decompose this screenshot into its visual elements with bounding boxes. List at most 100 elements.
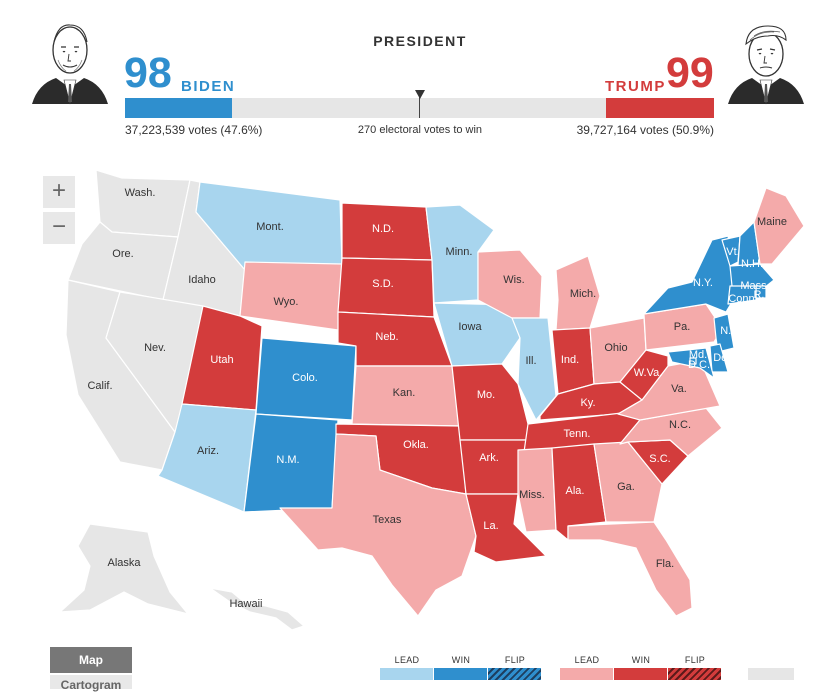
state-label: Ky. (580, 397, 595, 409)
trump-electoral-votes: 99 (666, 49, 714, 97)
state-wva[interactable] (619, 349, 669, 401)
state-label: Wis. (503, 274, 524, 286)
state-label: Ark. (479, 452, 499, 464)
state-dc[interactable] (689, 357, 697, 365)
state-alaska[interactable] (59, 523, 189, 615)
biden-name: BIDEN (181, 78, 236, 95)
state-label: Wyo. (274, 296, 299, 308)
state-label: Mo. (477, 389, 495, 401)
state-label: Ala. (566, 485, 585, 497)
state-label: Fla. (656, 558, 674, 570)
state-label: N.M. (276, 454, 299, 466)
legend-pending-swatch (748, 668, 794, 680)
state-label: S.C. (649, 453, 670, 465)
state-hawaii[interactable] (209, 587, 305, 631)
state-miss[interactable] (517, 447, 557, 533)
state-label: Minn. (446, 246, 473, 258)
state-shapes (59, 169, 805, 631)
votes-to-win-label: 270 electoral votes to win (357, 124, 483, 136)
state-ariz[interactable] (157, 403, 257, 513)
tab-map[interactable]: Map (50, 647, 132, 673)
state-label: Ill. (526, 355, 537, 367)
us-results-map: Wash. Ore. Calif. Idaho Nev. Mont. Wyo. … (0, 150, 820, 645)
state-label: R.I. (753, 289, 770, 301)
state-del[interactable] (709, 343, 729, 373)
legend-dem-flip-swatch (488, 668, 541, 680)
race-title: PRESIDENT (373, 33, 467, 49)
zoom-in-button[interactable]: + (43, 176, 75, 208)
legend-rep-win-label: WIN (631, 655, 651, 665)
state-fla[interactable] (567, 521, 693, 617)
state-label: S.D. (372, 278, 393, 290)
state-la[interactable] (465, 493, 547, 563)
trump-portrait-icon (728, 25, 804, 105)
state-label: N.C. (669, 419, 691, 431)
zoom-out-button[interactable]: − (43, 212, 75, 244)
state-label: N.D. (372, 223, 394, 235)
biden-electoral-votes: 98 (124, 49, 172, 97)
legend-rep-win-swatch (614, 668, 667, 680)
state-ill[interactable] (511, 317, 557, 421)
state-mo[interactable] (451, 363, 533, 441)
us-map-svg: Wash. Ore. Calif. Idaho Nev. Mont. Wyo. … (59, 169, 805, 631)
state-label: Md. (689, 349, 707, 361)
state-label: Va. (671, 383, 687, 395)
state-label: Mich. (570, 288, 596, 300)
results-header: PRESIDENT 98 BIDEN TRUMP 99 37,223,539 v… (0, 0, 820, 150)
trump-popular-votes: 39,727,164 votes (50.9%) (576, 123, 714, 137)
state-label: Idaho (188, 274, 216, 286)
legend-rep-flip-swatch (668, 668, 721, 680)
state-label: Pa. (674, 321, 691, 333)
biden-bar-fill (125, 98, 233, 118)
state-label: Ore. (112, 248, 133, 260)
win-threshold-marker-icon (415, 90, 425, 99)
state-nj[interactable] (713, 313, 735, 353)
state-label: Wash. (125, 187, 156, 199)
biden-portrait-icon (32, 24, 108, 105)
legend-rep-lead-label: LEAD (574, 655, 600, 665)
state-label: Texas (373, 514, 402, 526)
legend-dem-lead-swatch (380, 668, 433, 680)
tab-cartogram[interactable]: Cartogram (50, 675, 132, 692)
win-threshold-line (419, 94, 420, 118)
state-label: W.Va. (634, 367, 663, 379)
trump-bar-fill (605, 98, 714, 118)
state-label: N.H. (741, 258, 763, 270)
state-mass[interactable] (729, 263, 775, 289)
legend-rep-lead-swatch (560, 668, 613, 680)
state-label: Utah (210, 354, 233, 366)
state-label: Conn. (728, 293, 757, 305)
state-label: Ind. (561, 354, 579, 366)
biden-popular-votes: 37,223,539 votes (47.6%) (125, 123, 263, 137)
state-texas[interactable] (279, 433, 477, 617)
state-label: Calif. (87, 380, 112, 392)
state-label: Colo. (292, 372, 318, 384)
state-label: Alaska (107, 557, 141, 569)
state-label: N.J. (720, 325, 740, 337)
state-label: La. (483, 520, 498, 532)
state-labels: Wash. Ore. Calif. Idaho Nev. Mont. Wyo. … (87, 187, 787, 610)
state-label: Mass. (740, 280, 769, 292)
state-label: Ga. (617, 481, 635, 493)
state-label: Kan. (393, 387, 416, 399)
state-conn[interactable] (727, 285, 757, 305)
state-wash[interactable] (95, 169, 191, 238)
state-label: Iowa (458, 321, 482, 333)
state-label: Miss. (519, 489, 545, 501)
state-ny[interactable] (643, 235, 739, 315)
state-label: Nev. (144, 342, 166, 354)
state-label: Ohio (604, 342, 627, 354)
state-label: Del. (713, 352, 733, 364)
state-label: Maine (757, 216, 787, 228)
state-label: Hawaii (229, 598, 262, 610)
legend-rep-flip-label: FLIP (684, 655, 706, 665)
state-label: D.C. (688, 359, 710, 371)
trump-name: TRUMP (605, 78, 666, 95)
state-label: Mont. (256, 221, 284, 233)
legend-dem-win-label: WIN (451, 655, 471, 665)
state-label: Okla. (403, 439, 429, 451)
legend-dem-lead-label: LEAD (394, 655, 420, 665)
state-label: Neb. (375, 331, 398, 343)
legend-dem-flip-label: FLIP (504, 655, 526, 665)
state-utah[interactable] (181, 305, 263, 411)
